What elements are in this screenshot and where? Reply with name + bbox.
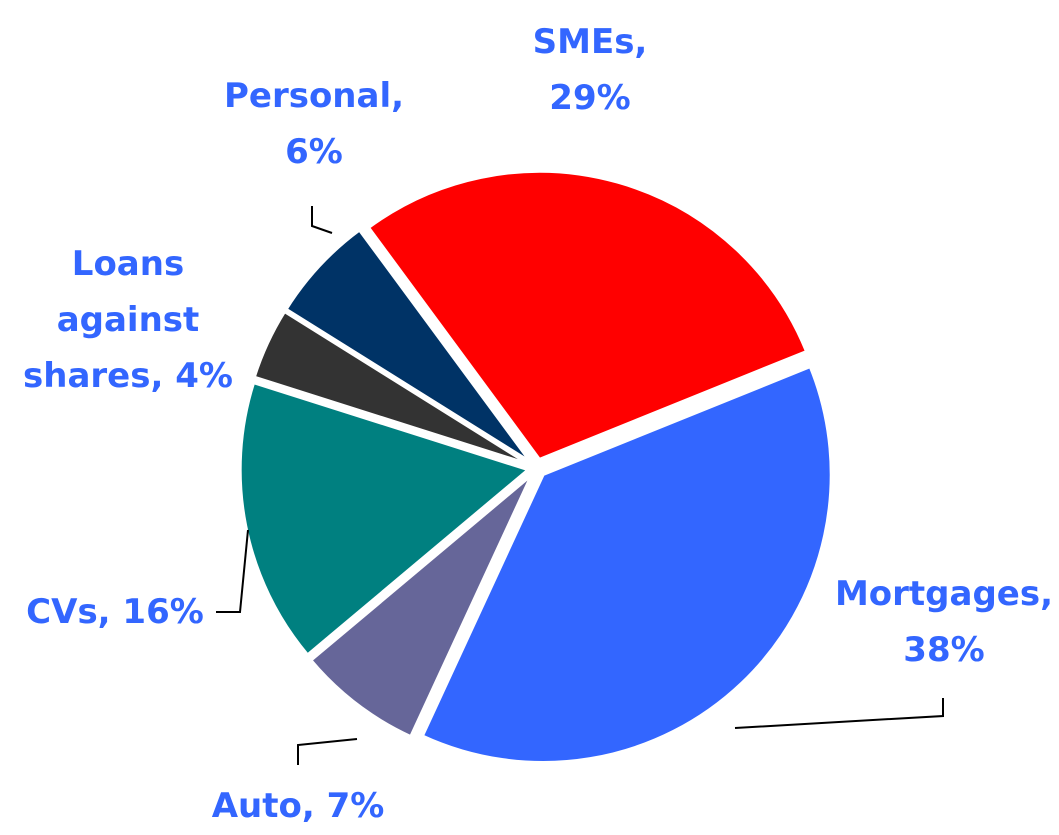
pie-slice <box>284 227 532 464</box>
slices <box>238 169 833 765</box>
data-label: SMEs, 29% <box>532 22 648 118</box>
pie-slice <box>308 474 533 739</box>
data-label: Personal, 6% <box>223 76 405 172</box>
leader-line <box>311 206 333 234</box>
pie-slice <box>238 380 532 657</box>
leader-line <box>216 529 249 613</box>
pie-slice <box>420 364 833 765</box>
pie-slice <box>252 309 530 466</box>
data-label: Auto, 7% <box>211 786 385 826</box>
data-label: Mortgages, 38% <box>834 574 1054 670</box>
pie-slice <box>366 169 809 462</box>
leader-line <box>297 738 358 765</box>
data-label: CVs, 16% <box>26 592 204 632</box>
data-label: Loans against shares, 4% <box>23 244 233 396</box>
leader-line <box>734 698 944 729</box>
